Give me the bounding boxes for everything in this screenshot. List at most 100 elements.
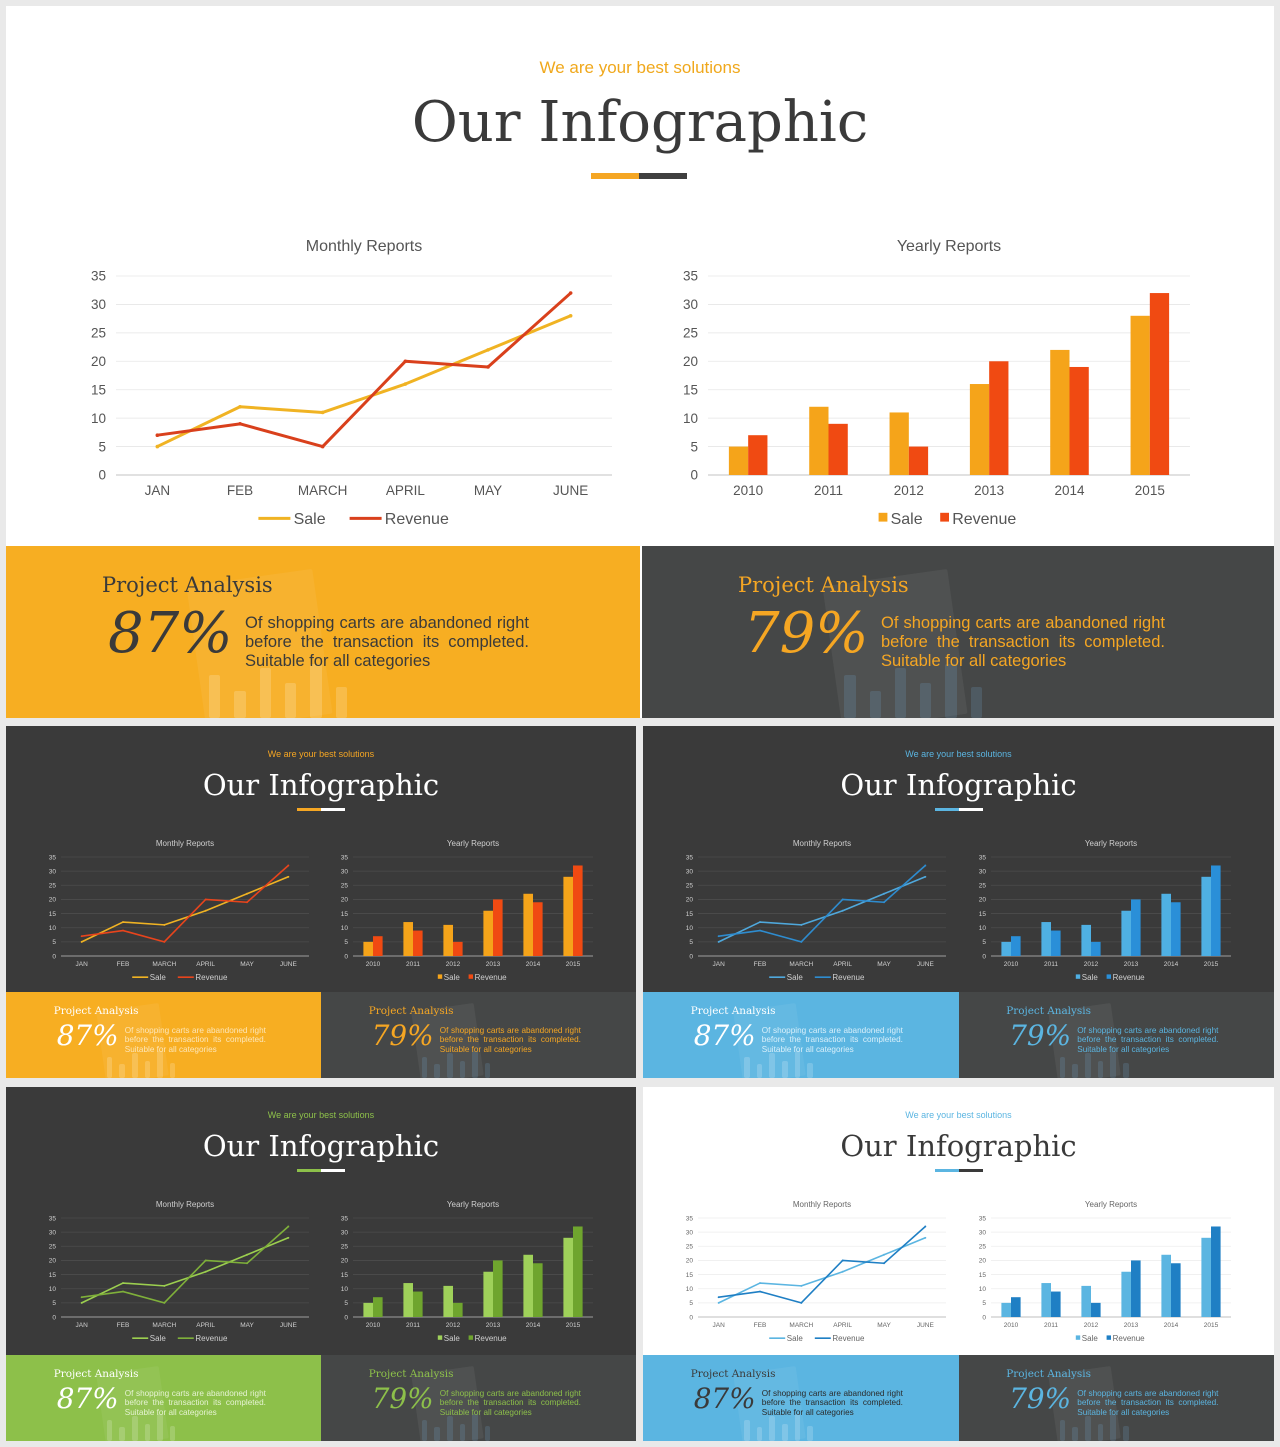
x-tick-label: 2015 [1203, 1322, 1218, 1329]
data-point [320, 410, 325, 415]
y-tick-label: 30 [686, 1229, 694, 1236]
y-tick-label: 0 [689, 1314, 693, 1321]
data-point [287, 1236, 290, 1239]
project-analysis-panel-right: Project Analysis 79% Of shopping carts are… [642, 546, 1274, 718]
slide-title: Our Infographic [840, 768, 1077, 802]
legend-swatch-sale [878, 512, 888, 522]
y-tick-label: 35 [978, 1215, 986, 1222]
legend-swatch-sale [1075, 1335, 1080, 1340]
y-tick-label: 10 [978, 1286, 986, 1293]
data-point [155, 444, 160, 449]
slide-thumbnail-dark-green[interactable]: We are your best solutions Our Infographi… [6, 1087, 636, 1441]
y-tick-label: 5 [689, 939, 693, 946]
panel-description: Of shopping carts are abandoned right be… [1077, 1025, 1219, 1054]
bar-decoration [284, 683, 297, 718]
bar-decoration [794, 1050, 801, 1078]
main-title: Our Infographic [411, 90, 869, 155]
data-point [204, 909, 207, 912]
data-point [568, 314, 573, 318]
series-line-revenue [718, 864, 926, 943]
bar-sale [1000, 1302, 1011, 1317]
bar-decoration [1059, 1419, 1066, 1441]
data-point [486, 348, 490, 352]
bar-sale [403, 922, 413, 956]
y-tick-label: 10 [686, 1286, 694, 1293]
legend-label-revenue: Revenue [832, 1334, 865, 1343]
bar-sale [969, 384, 990, 475]
main-subtitle: We are your best solutions [539, 58, 741, 77]
y-tick-label: 0 [344, 953, 348, 960]
legend-label-revenue: Revenue [1112, 1334, 1145, 1343]
bar-revenue [1210, 1226, 1221, 1317]
x-tick-label: APRIL [833, 961, 852, 968]
chart-title: Monthly Reports [306, 238, 423, 255]
y-tick-label: 15 [49, 1272, 57, 1279]
slide-thumbnail-dark-blue[interactable]: We are your best solutions Our Infographi… [643, 726, 1274, 1078]
bar-decoration [157, 1050, 163, 1078]
title-underline-second [958, 808, 983, 811]
panel-heading: Project Analysis [53, 1368, 139, 1381]
bar-decoration [119, 1427, 126, 1441]
y-tick-label: 35 [686, 854, 694, 861]
panel-description: Of shopping carts are abandoned right be… [124, 1388, 266, 1417]
bar-sale [889, 412, 909, 475]
bar-decoration [459, 1060, 466, 1078]
data-point [841, 1270, 844, 1273]
y-tick-label: 25 [341, 883, 349, 890]
legend-swatch-revenue [468, 974, 473, 979]
x-tick-label: MAY [240, 961, 254, 968]
bar-sale [1040, 922, 1051, 956]
slide-thumbnail-light-blue[interactable]: We are your best solutions Our Infographi… [643, 1087, 1274, 1441]
data-point [287, 875, 290, 878]
y-tick-label: 25 [686, 883, 694, 890]
x-tick-label: 2014 [1163, 1322, 1178, 1329]
x-tick-label: JUNE [280, 961, 298, 968]
bar-decoration [169, 1062, 176, 1078]
bar-decoration [756, 1427, 763, 1441]
x-tick-label: 2014 [1054, 483, 1085, 498]
x-tick-label: JUNE [280, 1322, 298, 1329]
data-point [717, 940, 720, 943]
data-point [883, 892, 885, 895]
y-tick-label: 5 [344, 1300, 348, 1307]
y-tick-label: 10 [49, 1286, 57, 1293]
chart-title: Yearly Reports [897, 238, 1001, 255]
x-tick-label: JAN [76, 961, 89, 968]
y-tick-label: 20 [341, 1258, 349, 1265]
legend-label-revenue: Revenue [832, 973, 865, 982]
bar-decoration [894, 667, 907, 718]
y-tick-label: 35 [49, 1215, 57, 1222]
y-tick-label: 0 [982, 1314, 986, 1321]
data-point [759, 1282, 761, 1285]
panel-description: Of shopping carts are abandoned right be… [761, 1025, 903, 1054]
data-point [320, 444, 325, 449]
bar-sale [403, 1283, 413, 1317]
bar-decoration [421, 1419, 428, 1441]
slide-thumbnail-dark-orange[interactable]: We are your best solutions Our Infographi… [6, 726, 636, 1078]
legend-swatch-revenue [940, 512, 949, 522]
legend-label-sale: Sale [150, 1334, 167, 1343]
x-tick-label: 2015 [1135, 483, 1165, 498]
y-tick-label: 5 [98, 439, 106, 454]
bar-decoration [807, 1425, 813, 1441]
x-tick-label: 2011 [814, 483, 843, 498]
x-tick-label: 2013 [1123, 961, 1138, 968]
y-tick-label: 25 [49, 883, 57, 890]
yearly-bar-chart: Yearly Reports 0 5 10 15 20 25 30 35 2010 2011 2012… [978, 1200, 1231, 1343]
bar-sale [563, 876, 573, 956]
bar-revenue [1170, 902, 1181, 956]
yearly-bar-chart: Yearly Reports 0 5 10 15 20 25 30 35 2010 2011 2012… [341, 839, 593, 982]
bar-sale [1000, 941, 1011, 956]
y-tick-label: 15 [49, 911, 57, 918]
monthly-line-chart: Monthly Reports 0 5 10 15 20 25 30 35 JAN FEB MARCH… [49, 1200, 309, 1343]
y-tick-label: 20 [341, 897, 349, 904]
data-point [287, 1225, 290, 1228]
project-analysis-panel-right: Project Analysis 79% Of shopping carts are… [321, 992, 636, 1078]
x-tick-label: 2012 [894, 483, 924, 498]
bar-revenue [1090, 1302, 1101, 1317]
x-tick-label: 2010 [366, 961, 381, 968]
bar-revenue [1149, 293, 1170, 475]
bar-sale [1080, 1285, 1091, 1317]
x-tick-label: JUNE [553, 483, 588, 498]
x-tick-label: MARCH [789, 1322, 813, 1329]
